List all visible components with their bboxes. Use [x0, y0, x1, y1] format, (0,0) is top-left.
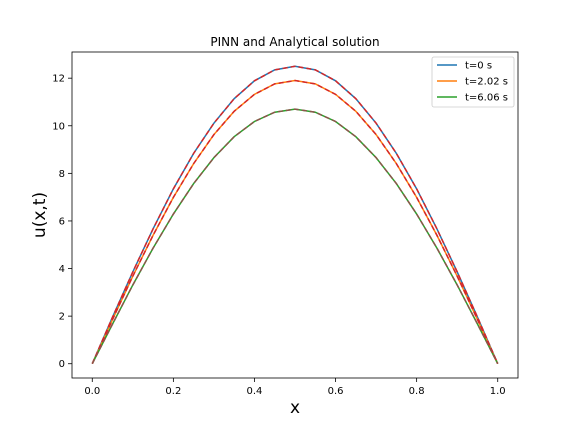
x-tick-label: 0.8: [409, 386, 425, 397]
series-line-1: [91, 65, 499, 365]
legend-items: t=0 s t=2.02 s t=6.06 s: [437, 61, 508, 104]
plot-area-frame: [71, 51, 519, 379]
legend-label: t=2.02 s: [465, 77, 508, 88]
legend-label: t=0 s: [465, 61, 492, 72]
y-tick-label: 8: [59, 169, 65, 180]
series-line-5-dashed: [91, 79, 499, 365]
chart-title: PINN and Analytical solution: [210, 35, 379, 49]
series-line-2: [91, 79, 499, 365]
x-tick-label: 0.2: [165, 386, 181, 397]
series-layer: [91, 65, 499, 365]
y-tick-label: 0: [59, 359, 65, 370]
y-tick-label: 6: [59, 216, 65, 227]
y-tick-label: 4: [59, 264, 65, 275]
x-tick-label: 0.4: [247, 386, 263, 397]
legend-label: t=6.06 s: [465, 93, 508, 104]
x-tick-label: 0.6: [328, 386, 344, 397]
legend: t=0 s t=2.02 s t=6.06 s: [431, 56, 515, 108]
x-tick-label: 0.0: [84, 386, 100, 397]
y-tick-label: 10: [52, 121, 65, 132]
y-tick-label: 2: [59, 312, 65, 323]
series-line-4-dashed: [91, 65, 499, 365]
x-axis-label: x: [290, 398, 300, 418]
y-tick-label: 12: [52, 74, 65, 85]
legend-box: [431, 56, 515, 108]
x-axis-ticks: 0.0 0.2 0.4 0.6 0.8 1.0: [84, 378, 506, 397]
y-axis-label: u(x,t): [30, 192, 50, 238]
x-tick-label: 1.0: [490, 386, 506, 397]
series-line-6-dashed: [91, 108, 499, 365]
y-axis-ticks: 0 2 4 6 8 10 12: [52, 74, 72, 370]
